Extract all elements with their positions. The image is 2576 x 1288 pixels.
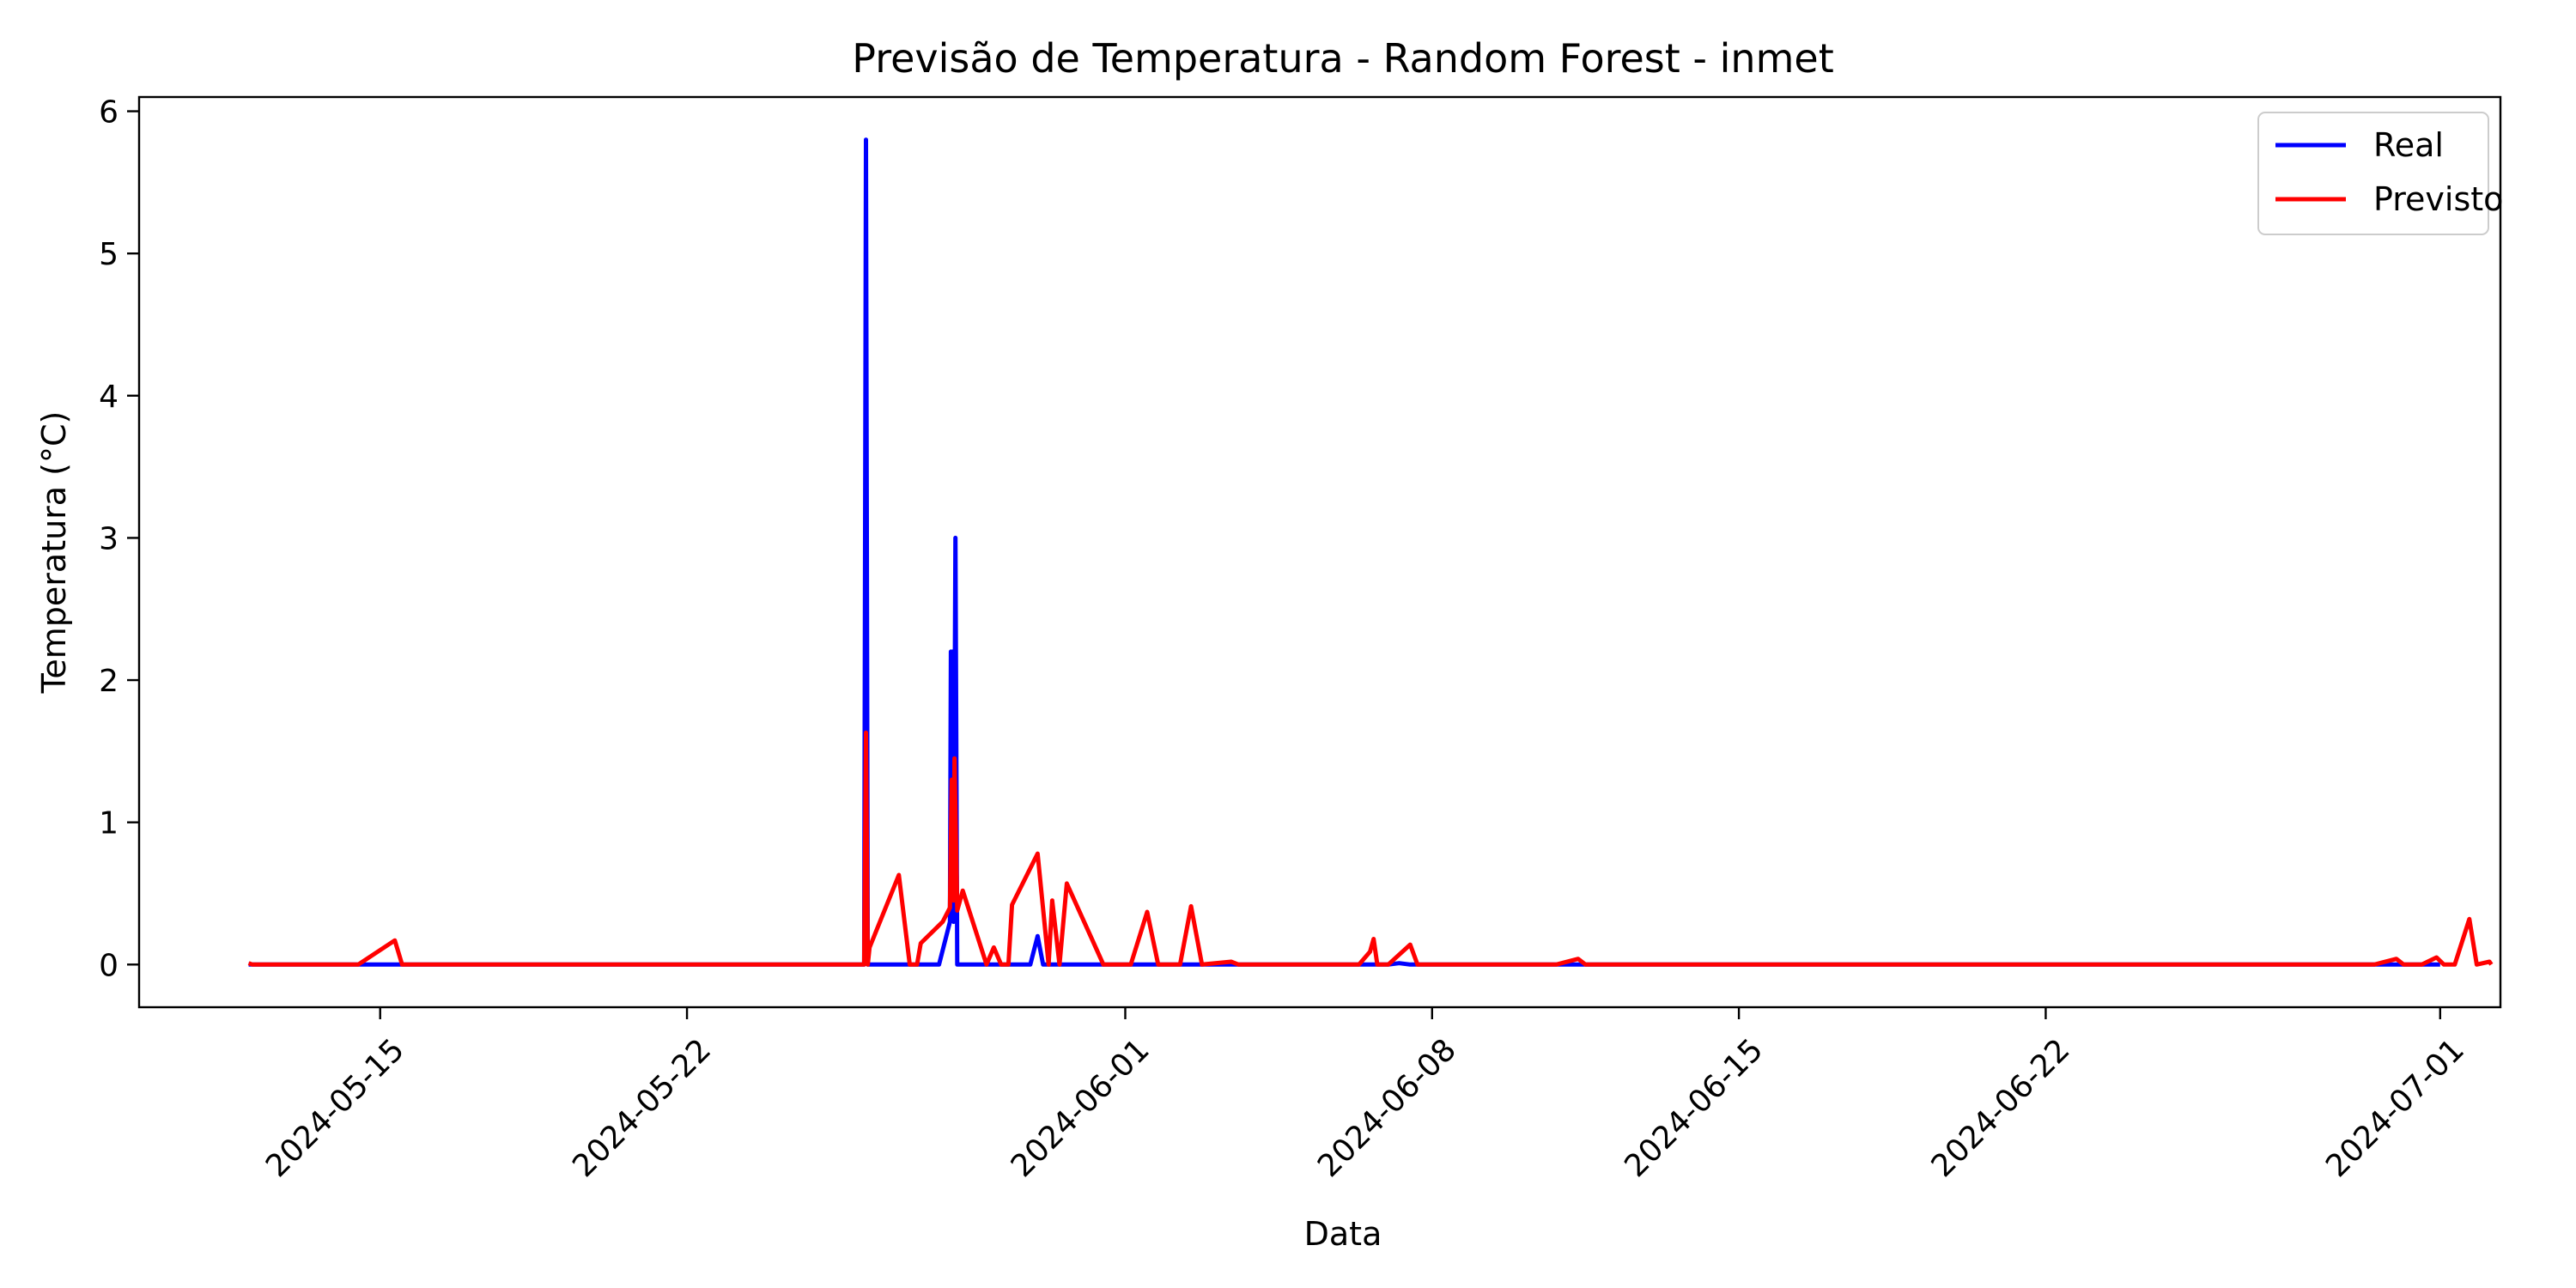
y-axis-label: Temperatura (°C) xyxy=(35,411,73,695)
chart-title: Previsão de Temperatura - Random Forest … xyxy=(852,35,1833,82)
y-axis: 0 1 2 3 4 5 6 xyxy=(99,95,139,983)
x-tick-label: 2024-06-08 xyxy=(1311,1032,1463,1184)
x-axis-label: Data xyxy=(1304,1215,1382,1253)
x-tick-label: 2024-07-01 xyxy=(2319,1032,2471,1184)
legend-label-real: Real xyxy=(2373,126,2444,164)
series-line-previsto xyxy=(247,730,2494,967)
legend-label-previsto: Previsto xyxy=(2373,180,2503,218)
y-tick-label: 5 xyxy=(99,237,118,272)
y-tick-label: 2 xyxy=(99,664,118,699)
x-tick-label: 2024-06-22 xyxy=(1925,1032,2077,1184)
x-tick-label: 2024-06-15 xyxy=(1618,1032,1770,1184)
y-tick-label: 6 xyxy=(99,95,118,131)
y-tick-label: 0 xyxy=(99,948,118,983)
y-tick-label: 1 xyxy=(99,806,118,841)
plot-area xyxy=(137,95,2502,1009)
x-tick-label: 2024-06-01 xyxy=(1005,1032,1157,1184)
y-tick-label: 4 xyxy=(99,380,118,415)
x-tick-label: 2024-05-15 xyxy=(259,1032,411,1184)
series-line-real xyxy=(248,137,2440,967)
x-tick-label: 2024-05-22 xyxy=(566,1032,718,1184)
series-layer xyxy=(247,137,2494,967)
legend: Real Previsto xyxy=(2257,112,2503,235)
plot-frame xyxy=(137,95,2502,1009)
x-axis: 2024-05-15 2024-05-22 2024-06-01 2024-06-08… xyxy=(259,1007,2471,1184)
y-tick-label: 3 xyxy=(99,521,118,556)
